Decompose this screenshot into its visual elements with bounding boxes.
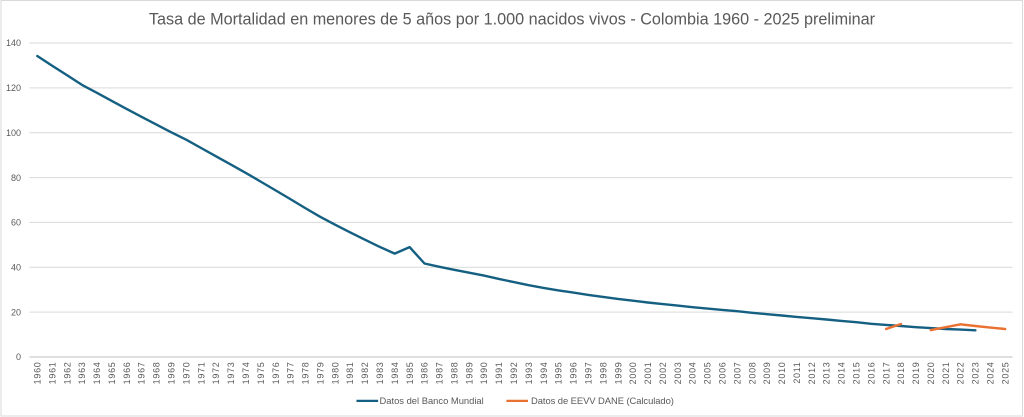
svg-text:1984: 1984 xyxy=(390,362,400,385)
svg-text:1998: 1998 xyxy=(598,362,608,385)
svg-text:1988: 1988 xyxy=(449,362,459,385)
svg-text:1997: 1997 xyxy=(583,362,593,385)
svg-text:1974: 1974 xyxy=(241,362,251,385)
svg-text:1977: 1977 xyxy=(286,362,296,385)
svg-text:2000: 2000 xyxy=(628,362,638,385)
svg-text:2023: 2023 xyxy=(971,362,981,385)
svg-text:1971: 1971 xyxy=(196,362,206,385)
svg-text:2002: 2002 xyxy=(658,362,668,385)
svg-text:20: 20 xyxy=(11,307,21,317)
svg-text:Tasa de Mortalidad en menores: Tasa de Mortalidad en menores de 5 años … xyxy=(149,11,876,29)
svg-text:1993: 1993 xyxy=(524,362,534,385)
svg-text:140: 140 xyxy=(6,38,21,48)
svg-text:1962: 1962 xyxy=(62,362,72,385)
svg-text:1961: 1961 xyxy=(47,362,57,385)
svg-text:1964: 1964 xyxy=(92,362,102,385)
svg-text:2010: 2010 xyxy=(777,362,787,385)
svg-text:1987: 1987 xyxy=(435,362,445,385)
svg-text:80: 80 xyxy=(11,173,21,183)
svg-text:1967: 1967 xyxy=(137,362,147,385)
svg-text:Datos del Banco Mundial: Datos del Banco Mundial xyxy=(380,395,484,406)
svg-text:1990: 1990 xyxy=(479,362,489,385)
svg-text:1989: 1989 xyxy=(464,362,474,385)
svg-text:1999: 1999 xyxy=(613,362,623,385)
svg-text:1991: 1991 xyxy=(494,362,504,385)
svg-text:1960: 1960 xyxy=(33,362,43,385)
svg-text:2025: 2025 xyxy=(1000,362,1010,385)
svg-text:1996: 1996 xyxy=(569,362,579,385)
svg-text:1981: 1981 xyxy=(345,362,355,385)
svg-text:1985: 1985 xyxy=(405,362,415,385)
svg-text:1972: 1972 xyxy=(211,362,221,385)
svg-text:2018: 2018 xyxy=(896,362,906,385)
svg-text:2016: 2016 xyxy=(866,362,876,385)
svg-text:1973: 1973 xyxy=(226,362,236,385)
svg-text:1975: 1975 xyxy=(256,362,266,385)
svg-text:2006: 2006 xyxy=(717,362,727,385)
svg-text:1994: 1994 xyxy=(539,362,549,385)
svg-text:1982: 1982 xyxy=(360,362,370,385)
svg-text:1983: 1983 xyxy=(375,362,385,385)
svg-text:1995: 1995 xyxy=(554,362,564,385)
svg-text:1965: 1965 xyxy=(107,362,117,385)
svg-text:2019: 2019 xyxy=(911,362,921,385)
svg-text:2017: 2017 xyxy=(881,362,891,385)
svg-text:2005: 2005 xyxy=(703,362,713,385)
svg-text:Datos de EEVV DANE (Calculado): Datos de EEVV DANE (Calculado) xyxy=(531,395,674,406)
svg-text:2004: 2004 xyxy=(688,362,698,385)
svg-text:2013: 2013 xyxy=(822,362,832,385)
svg-text:2024: 2024 xyxy=(986,362,996,385)
svg-text:2020: 2020 xyxy=(926,362,936,385)
svg-text:2003: 2003 xyxy=(673,362,683,385)
svg-text:0: 0 xyxy=(16,352,21,362)
svg-text:2008: 2008 xyxy=(747,362,757,385)
svg-text:2009: 2009 xyxy=(762,362,772,385)
svg-text:1978: 1978 xyxy=(301,362,311,385)
svg-text:2015: 2015 xyxy=(852,362,862,385)
svg-text:1963: 1963 xyxy=(77,362,87,385)
svg-text:2022: 2022 xyxy=(956,362,966,385)
svg-text:1980: 1980 xyxy=(330,362,340,385)
svg-text:1986: 1986 xyxy=(420,362,430,385)
svg-text:1970: 1970 xyxy=(181,362,191,385)
svg-text:1992: 1992 xyxy=(509,362,519,385)
svg-text:1979: 1979 xyxy=(315,362,325,385)
svg-text:2021: 2021 xyxy=(941,362,951,385)
svg-text:1969: 1969 xyxy=(167,362,177,385)
svg-text:1976: 1976 xyxy=(271,362,281,385)
svg-text:1968: 1968 xyxy=(152,362,162,385)
svg-text:2014: 2014 xyxy=(837,362,847,385)
svg-text:120: 120 xyxy=(6,83,21,93)
svg-text:2011: 2011 xyxy=(792,362,802,384)
svg-text:2012: 2012 xyxy=(807,362,817,385)
svg-text:100: 100 xyxy=(6,128,21,138)
svg-text:40: 40 xyxy=(11,263,21,273)
svg-text:60: 60 xyxy=(11,218,21,228)
svg-text:1966: 1966 xyxy=(122,362,132,385)
svg-text:2007: 2007 xyxy=(732,362,742,385)
svg-text:2001: 2001 xyxy=(643,362,653,385)
